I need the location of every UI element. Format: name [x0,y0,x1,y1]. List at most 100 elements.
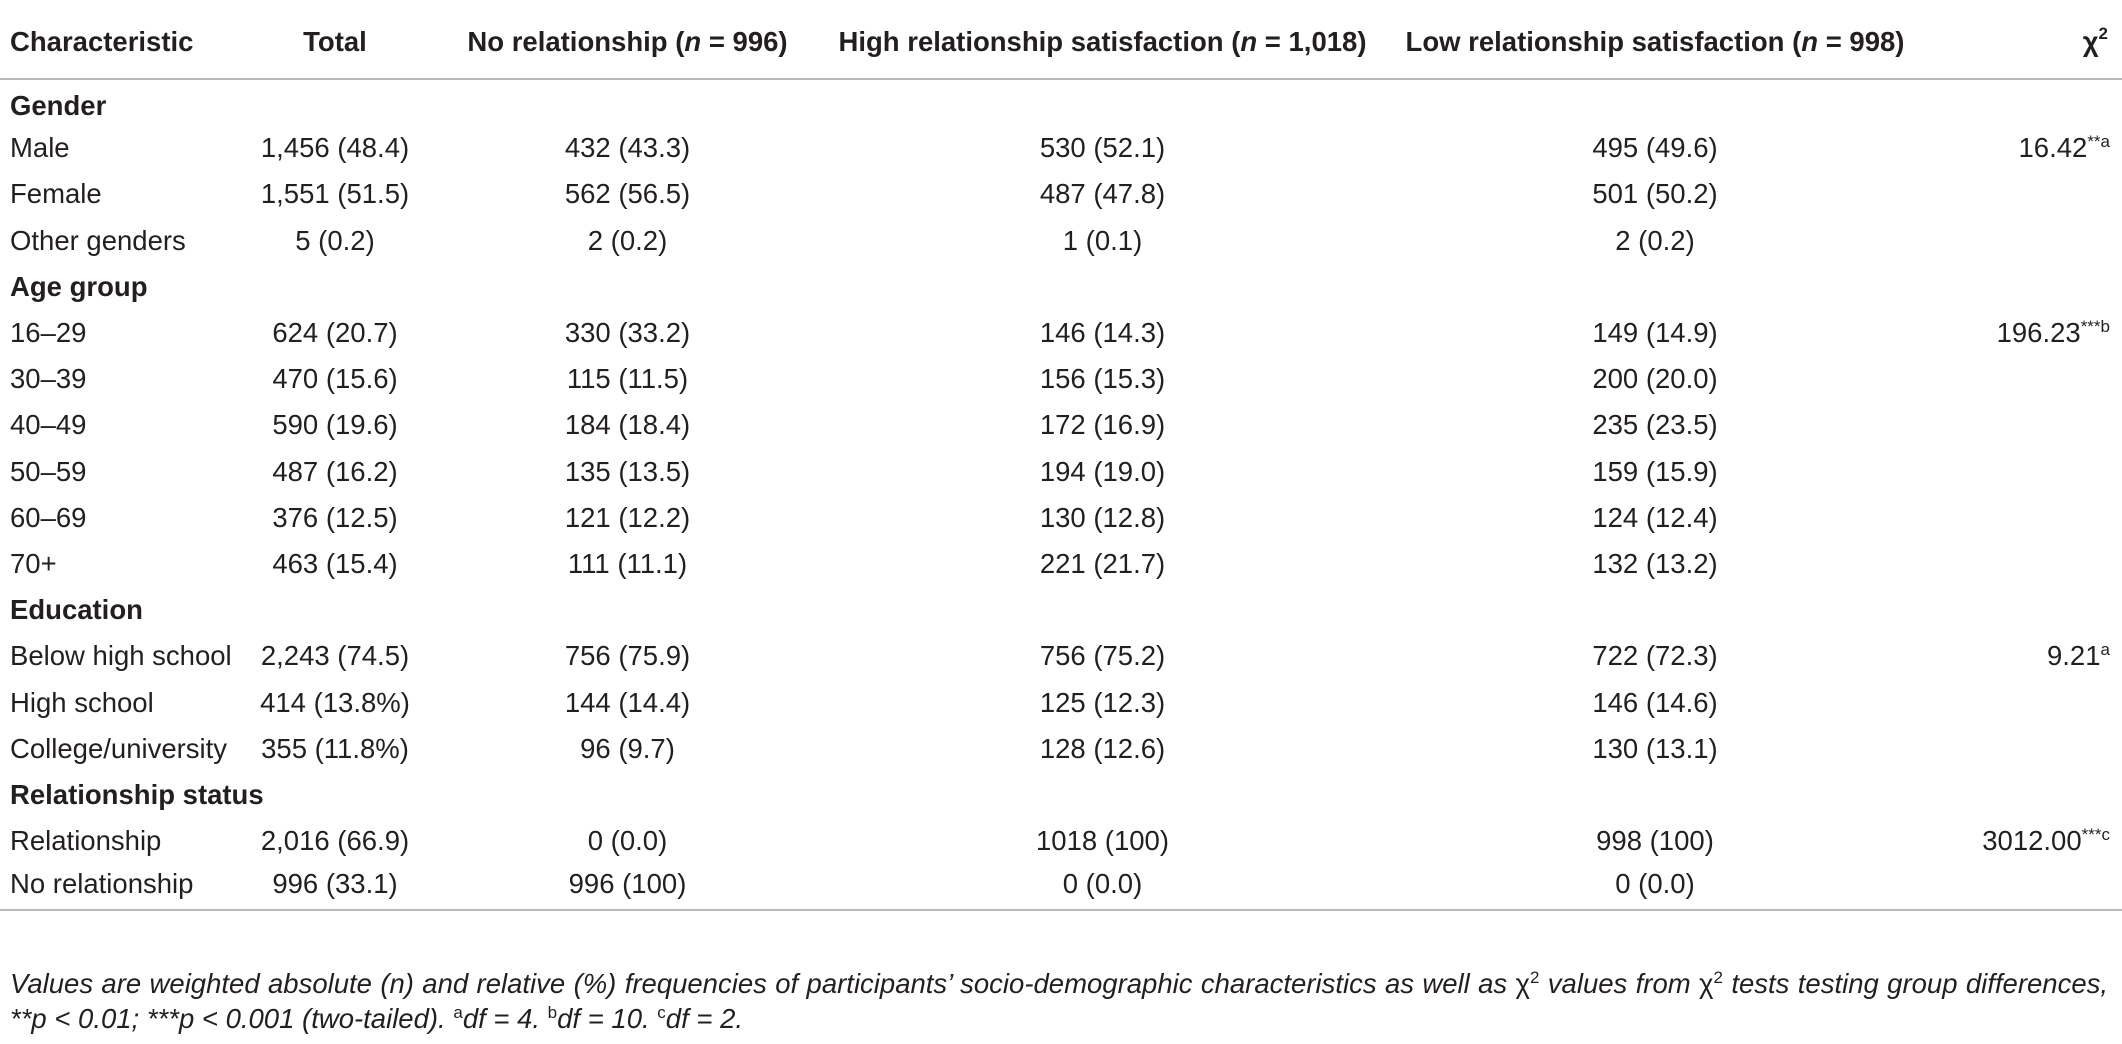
cell-high-satisfaction: 172 (16.9) [1039,409,1166,441]
section-title: Age group [10,270,148,302]
header-high-satisfaction-label: High relationship satisfaction ( [838,26,1241,57]
row-label: Other genders [10,224,186,256]
table-header: Characteristic Total No relationship (n … [0,14,2122,80]
row-label: No relationship [0,864,240,912]
cell-total: 2,016 (66.9) [260,825,410,857]
cell-low-satisfaction: 124 (12.4) [1592,501,1718,533]
row-label: High school [10,686,154,718]
table-row: Other genders 5 (0.2) 2 (0.2) 1 (0.1) 2 (0.2… [0,218,2122,264]
chi-significance: **a [2087,132,2110,152]
table-row: 30–39 470 (15.6) 115 (11.5) 156 (15.3) 200 (… [0,356,2122,402]
cell-low-satisfaction: 501 (50.2) [1592,178,1718,210]
cell-high-satisfaction: 146 (14.3) [1039,317,1166,349]
note-chi-symbol-2: χ [1699,968,1714,999]
cell-chi-square [1930,171,2122,217]
cell-chi-square [1930,356,2122,402]
cell-low-satisfaction: 722 (72.3) [1592,640,1718,672]
cell-no-relationship: 562 (56.5) [564,178,691,210]
cell-low-satisfaction: 132 (13.2) [1592,547,1718,579]
header-characteristic: Characteristic [0,14,240,80]
header-low-satisfaction-n: n [1801,26,1819,57]
table-footnote: Values are weighted absolute (n) and rel… [10,966,2108,1036]
header-low-satisfaction-label: Low relationship satisfaction ( [1405,26,1802,57]
note-sup-a: a [453,1003,463,1022]
cell-no-relationship: 115 (11.5) [566,363,689,395]
cell-chi-square [1930,449,2122,495]
cell-high-satisfaction: 530 (52.1) [1039,132,1166,164]
cell-total: 487 (16.2) [272,455,398,487]
header-row: Characteristic Total No relationship (n … [0,14,2122,80]
row-label: College/university [10,732,228,764]
section-row-age: Age group [0,264,2122,310]
cell-no-relationship: 135 (13.5) [564,455,691,487]
header-chi-square: χ2 [1930,14,2122,80]
cell-high-satisfaction: 0 (0.0) [825,864,1380,912]
cell-total: 5 (0.2) [295,224,375,256]
header-high-satisfaction-n-value: = 1,018) [1257,26,1367,57]
cell-high-satisfaction: 130 (12.8) [1039,501,1166,533]
cell-no-relationship: 2 (0.2) [587,224,668,256]
section-row-gender: Gender [0,79,2122,125]
cell-chi-square [1930,402,2122,448]
header-no-relationship: No relationship (n = 996) [430,14,825,80]
chi-value: 9.21 [2047,640,2101,672]
cell-chi-square [1930,864,2122,912]
cell-no-relationship: 111 (11.1) [567,547,688,579]
cell-low-satisfaction: 998 (100) [1596,825,1714,857]
cell-chi-square [1930,726,2122,772]
cell-high-satisfaction: 156 (15.3) [1039,363,1166,395]
row-label: Below high school [10,640,232,672]
row-label: 16–29 [10,317,87,349]
row-label: Male [10,132,70,164]
cell-total: 1,551 (51.5) [260,178,410,210]
cell-high-satisfaction: 128 (12.6) [1039,732,1166,764]
table-row: Female 1,551 (51.5) 562 (56.5) 487 (47.8) 50… [0,171,2122,217]
note-text-3: tests testing group differences, **p < 0… [10,968,2109,1034]
note-df-c: df = 2. [665,1003,744,1034]
cell-high-satisfaction: 1 (0.1) [1062,224,1143,256]
cell-total: 470 (15.6) [272,363,398,395]
cell-no-relationship: 184 (18.4) [564,409,691,441]
cell-chi-square: 196.23***b [1930,310,2122,356]
cell-total: 1,456 (48.4) [260,132,410,164]
cell-no-relationship: 996 (100) [430,864,825,912]
cell-no-relationship: 756 (75.9) [564,640,691,672]
cell-low-satisfaction: 200 (20.0) [1592,363,1718,395]
cell-low-satisfaction: 235 (23.5) [1592,409,1718,441]
cell-no-relationship: 0 (0.0) [587,825,668,857]
cell-no-relationship: 330 (33.2) [564,317,691,349]
table-row: High school 414 (13.8%) 144 (14.4) 125 (12.… [0,679,2122,725]
cell-low-satisfaction: 495 (49.6) [1592,132,1718,164]
cell-low-satisfaction: 149 (14.9) [1592,317,1718,349]
table-row: 60–69 376 (12.5) 121 (12.2) 130 (12.8) 124 (… [0,495,2122,541]
table-row: Relationship 2,016 (66.9) 0 (0.0) 1018 (100… [0,818,2122,864]
header-no-relationship-label: No relationship ( [467,26,685,57]
cell-chi-square [1930,495,2122,541]
cell-low-satisfaction: 0 (0.0) [1380,864,1930,912]
note-sup-b: b [547,1003,558,1022]
note-text-1: Values are weighted absolute (n) and rel… [10,968,1516,999]
row-label: 50–59 [10,455,87,487]
cell-no-relationship: 121 (12.2) [564,501,691,533]
section-title: Education [10,594,143,626]
row-label: Female [10,178,102,210]
note-df-a: df = 4. [462,1003,548,1034]
cell-chi-square [1930,218,2122,264]
chi-value: 196.23 [1996,317,2081,349]
header-no-relationship-n-value: = 996) [701,26,788,57]
characteristics-table: Characteristic Total No relationship (n … [0,14,2122,912]
cell-total: 376 (12.5) [272,501,398,533]
note-df-b: df = 10. [557,1003,658,1034]
cell-total: 590 (19.6) [272,409,398,441]
cell-high-satisfaction: 125 (12.3) [1039,686,1166,718]
cell-total: 2,243 (74.5) [260,640,410,672]
chi-value: 16.42 [2018,132,2088,164]
table-row: College/university 355 (11.8%) 96 (9.7) 128… [0,726,2122,772]
header-high-satisfaction: High relationship satisfaction (n = 1,01… [825,14,1380,80]
cell-high-satisfaction: 1018 (100) [1035,825,1169,857]
cell-no-relationship: 96 (9.7) [580,732,675,764]
cell-chi-square: 3012.00***c [1930,818,2122,864]
table-row: 70+ 463 (15.4) 111 (11.1) 221 (21.7) 132 (13… [0,541,2122,587]
cell-total: 996 (33.1) [240,864,430,912]
